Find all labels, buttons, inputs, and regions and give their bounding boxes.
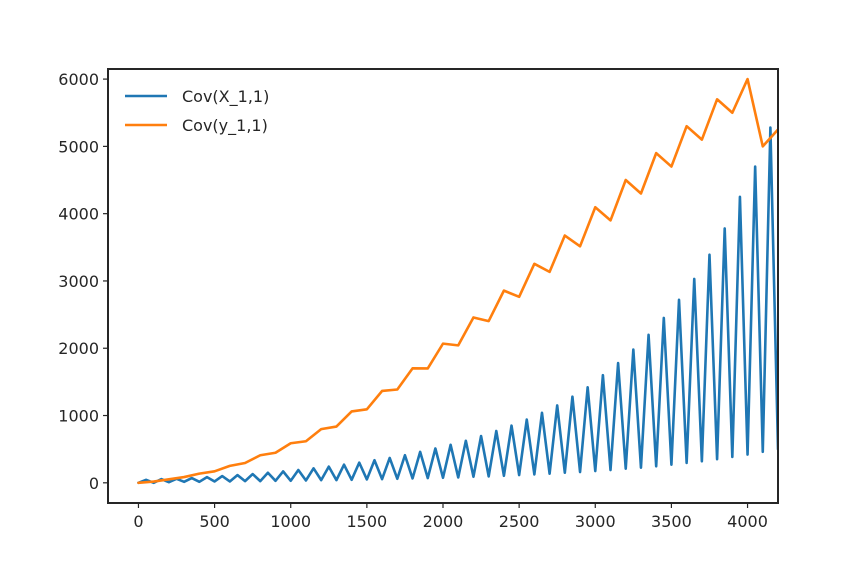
y-tick-label: 0 <box>89 474 99 493</box>
x-tick-label: 2500 <box>499 512 540 531</box>
y-tick-label: 6000 <box>58 70 99 89</box>
legend-label: Cov(y_1,1) <box>182 116 268 136</box>
x-tick-label: 0 <box>133 512 143 531</box>
y-tick-label: 5000 <box>58 137 99 156</box>
x-tick-label: 1500 <box>347 512 388 531</box>
y-tick-label: 2000 <box>58 339 99 358</box>
series-line-cov-y <box>137 77 778 485</box>
y-tick-label: 1000 <box>58 407 99 426</box>
x-tick-label: 3500 <box>651 512 692 531</box>
legend-label: Cov(X_1,1) <box>182 87 269 107</box>
y-tick-label: 4000 <box>58 205 99 224</box>
x-tick-label: 2000 <box>423 512 464 531</box>
x-tick-label: 4000 <box>727 512 768 531</box>
x-tick-label: 3000 <box>575 512 616 531</box>
y-tick-label: 3000 <box>58 272 99 291</box>
x-tick-label: 1000 <box>270 512 311 531</box>
y-axis-ticks: 0 1000 2000 3000 4000 5000 6000 <box>58 70 108 493</box>
plot-lines <box>137 77 778 485</box>
x-tick-label: 500 <box>199 512 230 531</box>
series-line-cov-x <box>137 126 778 485</box>
legend: Cov(X_1,1) Cov(y_1,1) <box>125 87 269 136</box>
x-axis-ticks: 0 500 1000 1500 2000 2500 3000 3500 4000 <box>133 503 768 531</box>
